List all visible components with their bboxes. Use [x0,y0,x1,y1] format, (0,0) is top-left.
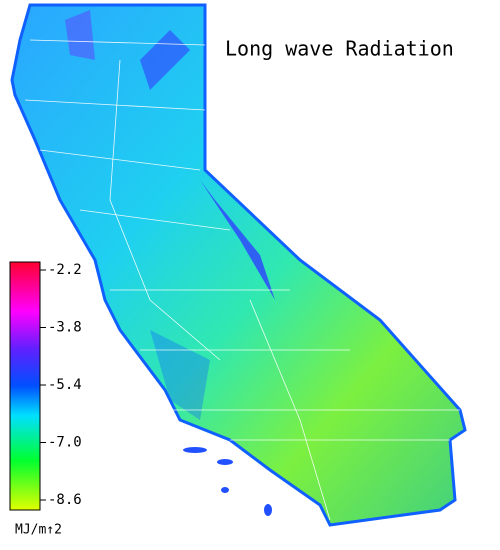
colorbar-ticks: -2.2 -3.8 -5.4 -7.0 -8.6 [40,262,82,508]
map-title: Long wave Radiation [225,37,454,61]
colorbar-tick-label: -3.8 [48,320,82,336]
colorbar-tick-label: -2.2 [48,262,82,278]
colorbar-tick-label: -7.0 [48,435,82,451]
colorbar-tick-label: -5.4 [48,377,82,393]
colorbar-unit: MJ/m↑2 [15,523,62,538]
colorbar-tick-label: -8.6 [48,492,82,508]
colorbar [9,261,41,511]
california [10,3,467,527]
